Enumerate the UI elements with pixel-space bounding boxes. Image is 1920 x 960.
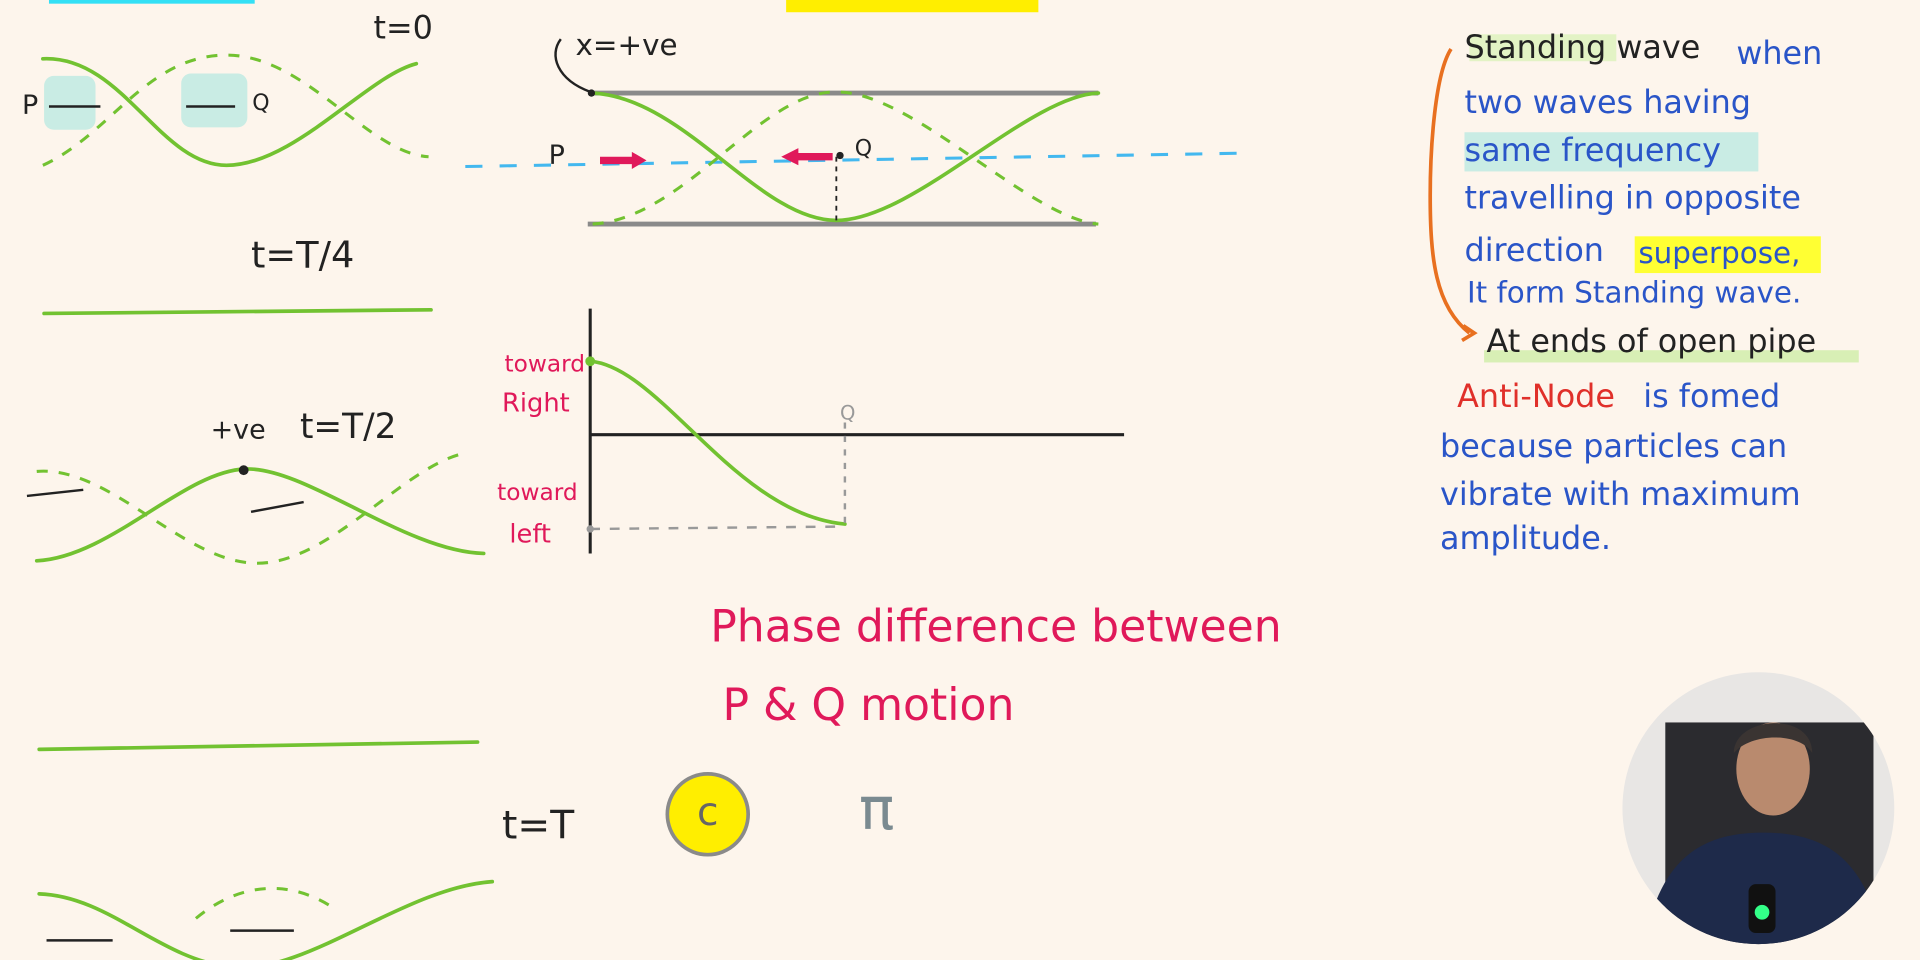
label: t=0 xyxy=(373,8,432,46)
note: Anti-Node xyxy=(1457,377,1615,415)
note: amplitude. xyxy=(1440,519,1611,557)
brace-arrow xyxy=(1461,324,1478,342)
pipe-diagram xyxy=(465,38,1250,227)
label: t=T xyxy=(502,803,575,848)
note: Standing wave xyxy=(1464,28,1700,66)
webcam xyxy=(1622,672,1895,945)
label: left xyxy=(509,520,551,550)
wave-t-half xyxy=(26,451,486,565)
label: t=T/4 xyxy=(251,234,354,277)
wave-t0 xyxy=(41,53,429,168)
answer-circle xyxy=(665,772,750,857)
note: same frequency xyxy=(1464,131,1720,169)
label: Q xyxy=(252,91,269,116)
label: +ve xyxy=(211,415,266,446)
note: is fomed xyxy=(1643,377,1780,415)
label: Right xyxy=(502,389,570,419)
answer: c xyxy=(697,790,719,835)
note: At ends of open pipe xyxy=(1487,322,1817,360)
label: toward xyxy=(504,350,585,377)
label: P xyxy=(22,90,38,121)
highlight xyxy=(1464,132,1759,172)
question: Phase difference between xyxy=(710,601,1282,652)
highlight xyxy=(1634,236,1821,274)
note: two waves having xyxy=(1464,83,1750,121)
wave-bottom xyxy=(37,879,495,960)
banner-strip xyxy=(786,0,1039,13)
label: Q xyxy=(840,401,855,424)
note: because particles can xyxy=(1440,427,1787,465)
label: x=+ve xyxy=(576,28,678,62)
label: P xyxy=(549,140,565,171)
highlight xyxy=(1469,34,1617,62)
label: t=T/2 xyxy=(300,407,396,447)
note: when xyxy=(1736,34,1822,72)
label: Q xyxy=(855,136,872,161)
banner-strip xyxy=(48,0,255,4)
question: P & Q motion xyxy=(722,680,1014,731)
note: direction xyxy=(1464,231,1603,269)
note: It form Standing wave. xyxy=(1467,275,1801,309)
note: vibrate with maximum xyxy=(1440,475,1801,513)
wave-t-quarter xyxy=(42,307,433,316)
wave-t-full xyxy=(37,740,480,752)
highlight xyxy=(1484,350,1859,363)
note: travelling in opposite xyxy=(1464,179,1800,217)
label: toward xyxy=(497,479,578,506)
note: superpose, xyxy=(1638,236,1800,270)
motion-graph xyxy=(585,308,1125,554)
brace xyxy=(1428,47,1471,335)
answer: π xyxy=(859,774,894,843)
